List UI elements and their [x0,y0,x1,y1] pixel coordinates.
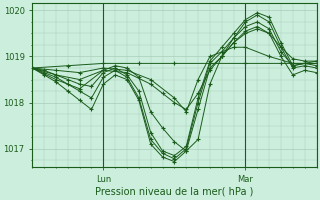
X-axis label: Pression niveau de la mer( hPa ): Pression niveau de la mer( hPa ) [95,187,253,197]
